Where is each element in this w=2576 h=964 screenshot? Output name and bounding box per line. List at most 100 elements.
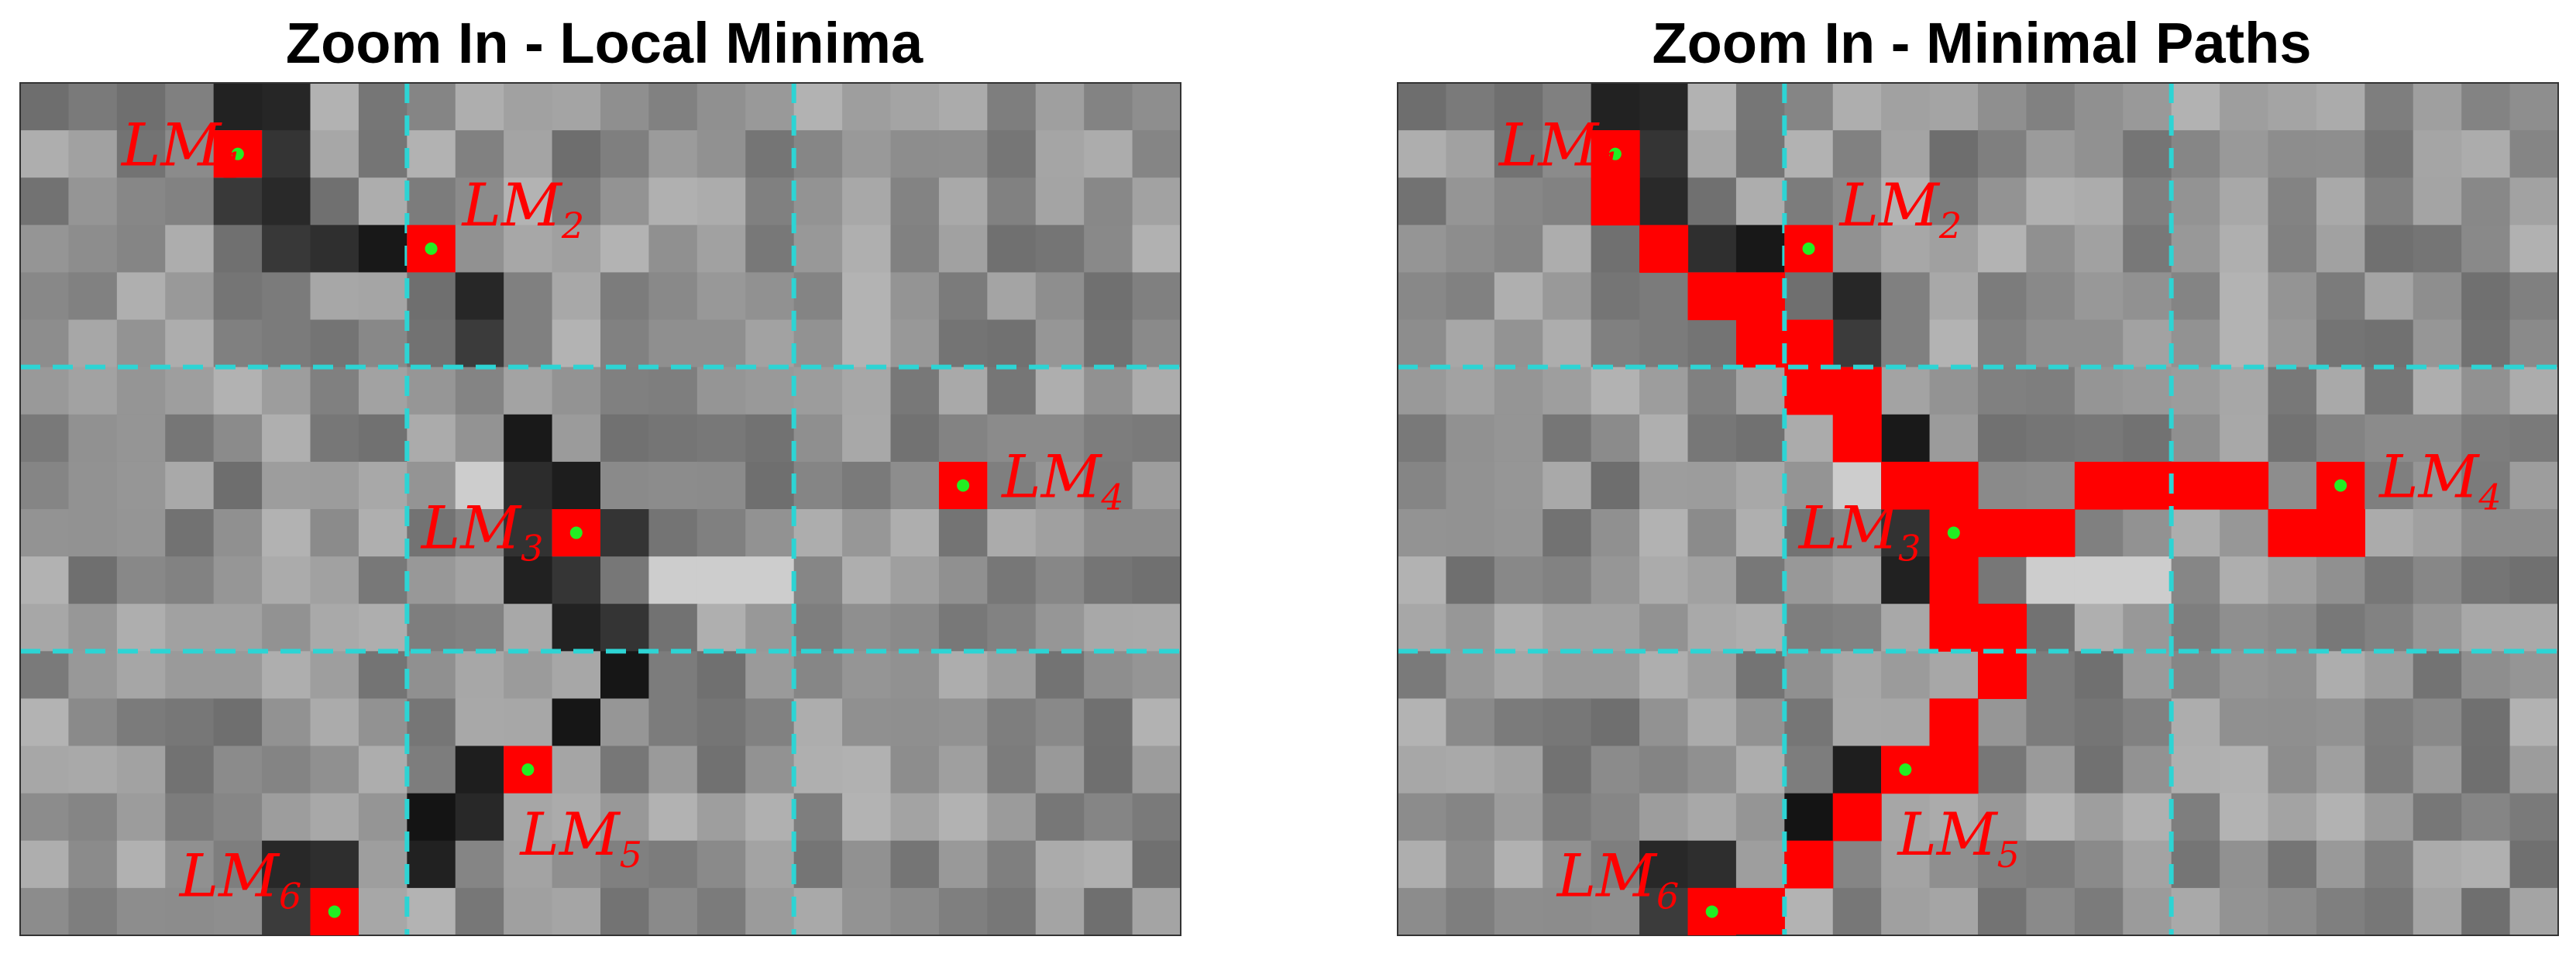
heatmap-cell bbox=[116, 745, 166, 794]
heatmap-cell bbox=[504, 130, 553, 178]
heatmap-cell bbox=[1446, 887, 1495, 936]
minimum-label: LM3 bbox=[1797, 494, 1921, 570]
heatmap-cell bbox=[890, 887, 940, 936]
heatmap-cell bbox=[2461, 272, 2511, 321]
heatmap-cell bbox=[1978, 83, 2027, 131]
heatmap-cell bbox=[2268, 461, 2317, 510]
heatmap-cell bbox=[2220, 414, 2269, 463]
heatmap-cell bbox=[2123, 83, 2172, 131]
heatmap-cell bbox=[20, 793, 70, 842]
heatmap-cell bbox=[1881, 414, 1931, 463]
heatmap-cell bbox=[2123, 414, 2172, 463]
minimum-label: LM5 bbox=[1896, 800, 2020, 876]
heatmap-cell bbox=[2413, 793, 2462, 842]
heatmap-cell bbox=[1639, 840, 1689, 889]
heatmap-cell bbox=[890, 793, 940, 842]
heatmap-cell bbox=[842, 367, 892, 415]
heatmap-cell bbox=[938, 509, 988, 557]
heatmap-cell bbox=[310, 177, 359, 226]
heatmap-cell bbox=[2364, 319, 2414, 368]
heatmap-cell bbox=[2123, 604, 2172, 652]
heatmap-cell bbox=[20, 414, 70, 463]
heatmap-cell bbox=[1084, 83, 1133, 131]
heatmap-cell bbox=[407, 83, 456, 131]
path-cell bbox=[1978, 509, 2027, 557]
heatmap-cell bbox=[600, 177, 650, 226]
heatmap-cell bbox=[793, 698, 843, 747]
path-cell bbox=[2220, 461, 2269, 510]
minimum-label: LM4 bbox=[1000, 442, 1124, 518]
heatmap-cell bbox=[938, 414, 988, 463]
heatmap-cell bbox=[310, 319, 359, 368]
heatmap-cell bbox=[2413, 556, 2462, 604]
heatmap-cell bbox=[2461, 651, 2511, 700]
minimum-dot bbox=[957, 479, 970, 492]
heatmap-cell bbox=[2220, 177, 2269, 226]
heatmap-cell bbox=[600, 840, 650, 889]
heatmap-cell bbox=[1832, 745, 1882, 794]
heatmap-cell bbox=[2074, 840, 2124, 889]
heatmap-cell bbox=[1084, 272, 1133, 321]
heatmap-cell bbox=[1735, 840, 1785, 889]
heatmap-cell bbox=[1543, 319, 1592, 368]
heatmap-cell bbox=[2364, 83, 2414, 131]
heatmap-cell bbox=[407, 461, 456, 510]
heatmap-cell bbox=[696, 793, 746, 842]
heatmap-cell bbox=[20, 272, 70, 321]
heatmap-cell bbox=[213, 177, 263, 226]
heatmap-cell bbox=[2026, 793, 2076, 842]
heatmap-cell bbox=[2074, 887, 2124, 936]
heatmap-cell bbox=[2316, 130, 2365, 178]
heatmap-cell bbox=[600, 604, 650, 652]
heatmap-cell bbox=[1543, 509, 1592, 557]
heatmap-cell bbox=[2316, 887, 2365, 936]
heatmap-cell bbox=[1035, 272, 1085, 321]
heatmap-cell bbox=[552, 177, 601, 226]
heatmap-cell bbox=[1978, 698, 2027, 747]
heatmap-cell bbox=[938, 745, 988, 794]
heatmap-cell bbox=[2026, 367, 2076, 415]
heatmap-cell bbox=[1929, 793, 1979, 842]
heatmap-cell bbox=[1687, 651, 1737, 700]
heatmap-cell bbox=[1084, 509, 1133, 557]
heatmap-cell bbox=[1398, 604, 1447, 652]
heatmap-cell bbox=[2461, 367, 2511, 415]
heatmap-cell bbox=[745, 604, 795, 652]
heatmap-cell bbox=[310, 130, 359, 178]
heatmap-cell bbox=[1735, 177, 1785, 226]
heatmap-cell bbox=[1398, 272, 1447, 321]
heatmap-cell bbox=[2509, 509, 2559, 557]
heatmap-cell bbox=[262, 887, 311, 936]
heatmap-cell bbox=[1929, 225, 1979, 274]
heatmap-cell bbox=[20, 225, 70, 274]
heatmap-cell bbox=[20, 556, 70, 604]
heatmap-cell bbox=[1398, 698, 1447, 747]
heatmap-cell bbox=[2316, 414, 2365, 463]
heatmap-cell bbox=[407, 272, 456, 321]
heatmap-cell bbox=[1543, 225, 1592, 274]
heatmap-cell bbox=[1398, 840, 1447, 889]
heatmap-cell bbox=[20, 83, 70, 131]
heatmap-cell bbox=[1784, 698, 1834, 747]
plot-frame bbox=[19, 82, 1181, 936]
heatmap-cell bbox=[1132, 840, 1181, 889]
heatmap-cell bbox=[600, 556, 650, 604]
heatmap-cell bbox=[1543, 272, 1592, 321]
heatmap-cell bbox=[1084, 461, 1133, 510]
heatmap-cell bbox=[1881, 272, 1931, 321]
heatmap-cell bbox=[116, 130, 166, 178]
heatmap-cell bbox=[890, 556, 940, 604]
heatmap-cell bbox=[2026, 272, 2076, 321]
heatmap-cell bbox=[1132, 887, 1181, 936]
heatmap-cell bbox=[1978, 745, 2027, 794]
heatmap-cell bbox=[2316, 651, 2365, 700]
heatmap-cell bbox=[1687, 177, 1737, 226]
heatmap-cell bbox=[1832, 698, 1882, 747]
heatmap-cell bbox=[1784, 651, 1834, 700]
heatmap-cell bbox=[2220, 225, 2269, 274]
heatmap-cell bbox=[2074, 604, 2124, 652]
heatmap-cell bbox=[504, 83, 553, 131]
heatmap-cell bbox=[2509, 840, 2559, 889]
heatmap-cell bbox=[1978, 556, 2027, 604]
heatmap-cell bbox=[1929, 367, 1979, 415]
